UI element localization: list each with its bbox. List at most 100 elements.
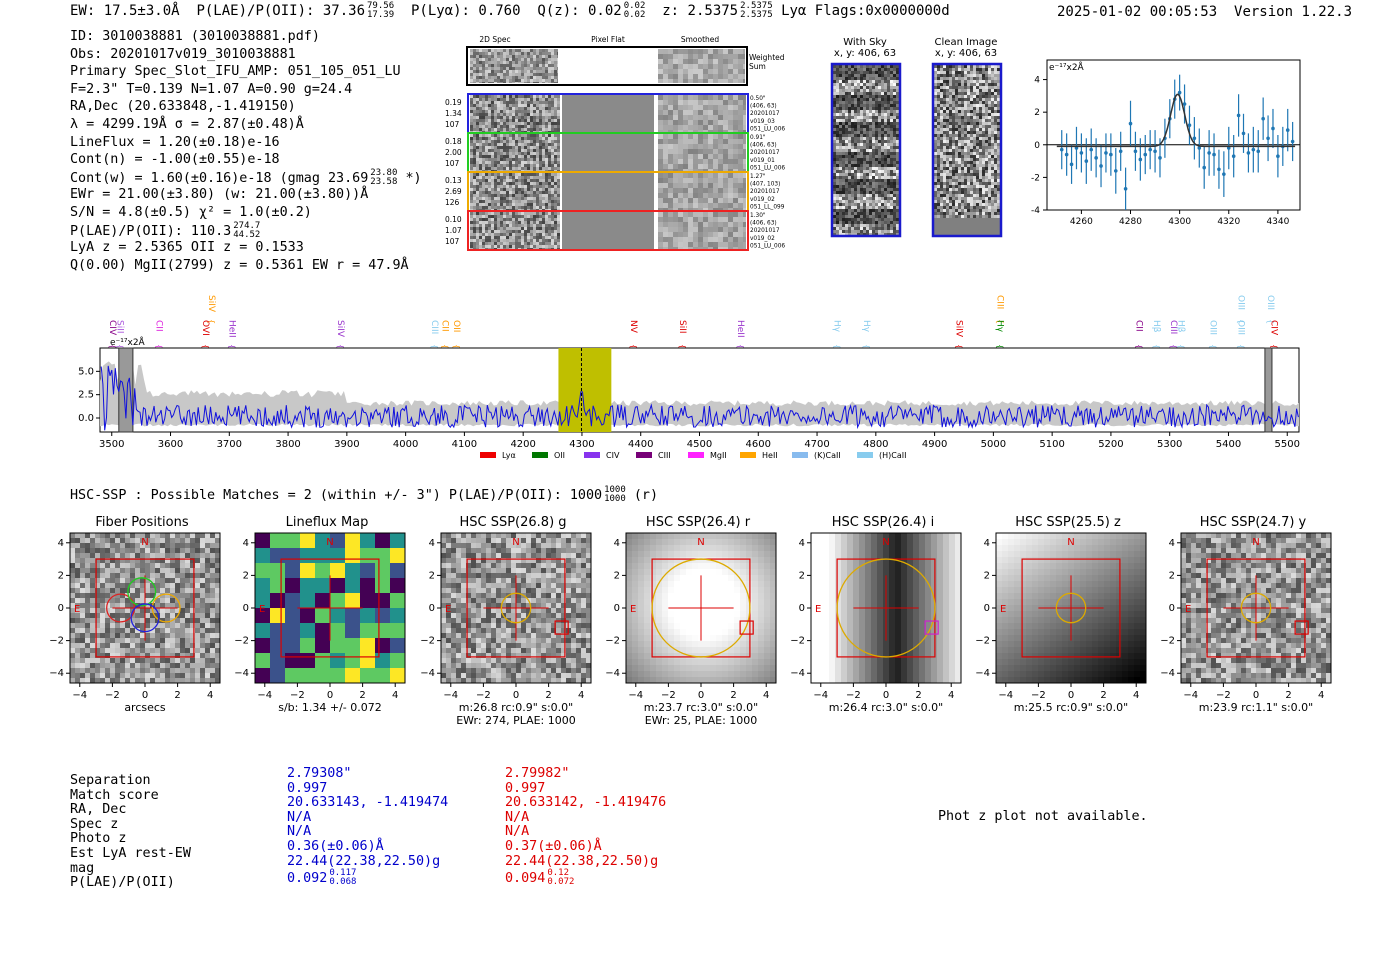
with-sky-px-px [839,146,842,149]
row-smoothed-px [703,105,708,110]
with-sky-px-px [887,134,890,137]
row-2dspec-px [488,101,491,104]
row-2dspec-px [470,146,473,149]
row-2dspec-px [470,119,473,122]
row-2dspec-px [518,167,521,170]
weighted-2dspec-px [479,67,482,70]
detection-info: ID: 3010038881 (3010038881.pdf) Obs: 202… [70,28,422,274]
clean-px-px [967,92,970,95]
with-sky-px-px [887,185,890,188]
clean-px-px [946,104,949,107]
clean-px-px [988,92,991,95]
row-2dspec-px [542,98,545,101]
with-sky-px-px [839,224,842,227]
with-sky-px-px [893,98,896,101]
with-sky-px-px [860,233,863,235]
with-sky-px-px [869,122,872,125]
row-2dspec-px [551,122,554,125]
row-smoothed-px [723,139,728,144]
row-smoothed-px [728,100,733,105]
row-smoothed-px [658,159,663,164]
row-smoothed-px [708,237,713,242]
with-sky-px-px [887,80,890,83]
with-sky-px-px [896,122,899,125]
with-sky-px-px [869,95,872,98]
weighted-2dspec-px [527,73,530,76]
row-smoothed-px [708,198,713,203]
row-2dspec-px [485,107,488,110]
with-sky-px-px [863,167,866,170]
row-smoothed-px [713,247,718,249]
row-2dspec-px [500,203,503,206]
clean-px-px [970,146,973,149]
with-sky-px-px [845,131,848,134]
row-smoothed-px [683,193,688,198]
row-2dspec-px [476,110,479,113]
with-sky-px-px [860,80,863,83]
row-smoothed-px [668,100,673,105]
with-sky-px-px [896,89,899,92]
with-sky-px-px [845,125,848,128]
row-smoothed-px [673,203,678,208]
clean-px-px [961,128,964,131]
with-sky-px-px [896,104,899,107]
row-2dspec-px [476,209,479,210]
row-smoothed-px [718,208,723,210]
weighted-2dspec-px [497,49,500,52]
weighted-2dspec-px [548,79,551,82]
info-contw-hi: 23.80 [370,167,398,178]
with-sky-px-px [839,200,842,203]
row-2dspec-px [506,122,509,125]
with-sky-px-px [857,200,860,203]
with-sky-px-px [854,233,857,235]
clean-px-px [970,200,973,203]
weighted-2dspec-px [554,82,557,83]
row-smoothed-px [708,159,713,164]
row-2dspec-px [548,233,551,236]
with-sky-px-px [833,74,836,77]
with-sky-px-px [863,86,866,89]
clean-px-px [994,101,997,104]
row-2dspec-px [494,248,497,249]
clean-px-px [949,161,952,164]
clean-px-px [979,125,982,128]
clean-px-px [979,95,982,98]
row-2dspec-px [476,248,479,249]
weighted-2dspec-px [530,76,533,79]
row-2dspec-px [470,194,473,197]
clean-px-px [973,185,976,188]
with-sky-px-px [839,65,842,68]
clean-px-px [967,107,970,110]
clean-px-px [940,128,943,131]
clean-px-px [952,140,955,143]
clean-px-px [967,119,970,122]
row-2dspec-px [536,167,539,170]
with-sky-px-px [872,170,875,173]
clean-px-px [991,68,994,71]
clean-px-px [937,86,940,89]
with-sky-px-px [857,83,860,86]
row-smoothed-px [718,130,723,132]
row-2dspec-px [476,98,479,101]
row-smoothed-px [658,227,663,232]
clean-px-px [952,77,955,80]
clean-px-px [964,152,967,155]
row-smoothed-px [663,149,668,154]
weighted-2dspec-px [521,52,524,55]
row-smoothed-px [698,183,703,188]
clean-px-px [952,167,955,170]
row-2dspec-px [491,155,494,158]
row-2dspec-px [494,167,497,170]
row-smoothed [658,95,746,132]
clean-px-px [991,161,994,164]
row-2dspec-px [527,110,530,113]
clean-px-px [991,122,994,125]
with-sky-px-px [845,143,848,146]
clean-px-px [952,95,955,98]
row-smoothed-px [683,130,688,132]
clean-px-px [946,74,949,77]
row-smoothed-px [703,198,708,203]
with-sky-px-px [893,179,896,182]
row-smoothed-px [658,212,663,217]
clean-px-px [988,140,991,143]
